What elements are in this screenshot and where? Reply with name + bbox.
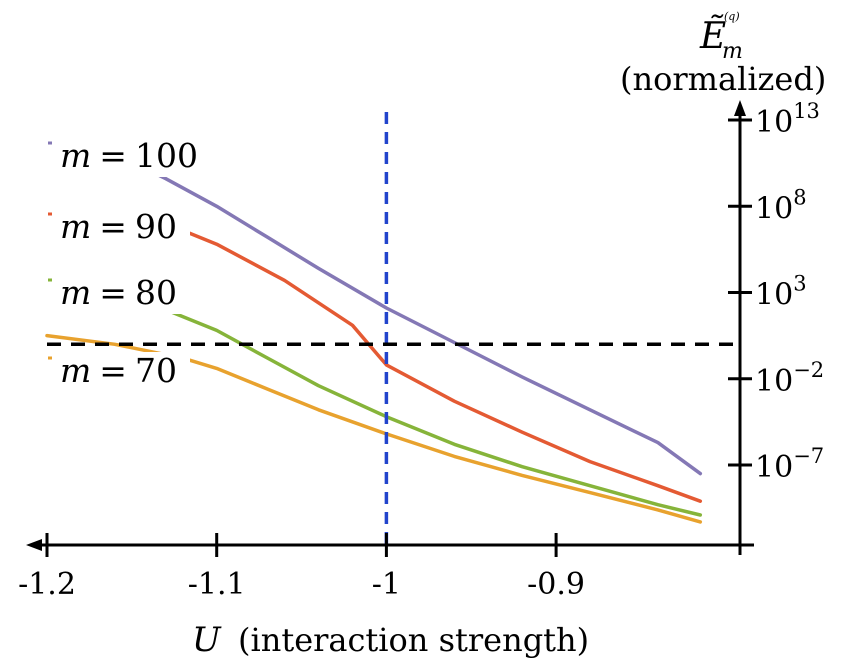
y-tick-label: 10−7: [755, 444, 824, 485]
series-label-bg: [50, 137, 190, 177]
y-tick-label: 108: [755, 185, 807, 226]
y-tick-label: 1013: [755, 99, 820, 140]
x-tick-label: -1: [372, 567, 401, 602]
y-label-sup: (q): [724, 10, 740, 23]
series-line-100: [121, 156, 703, 476]
x-ticks: -1.2 -1.1 -1 -0.9: [18, 533, 585, 602]
y-label-symbol: Ẽ: [699, 15, 726, 57]
series-line-80: [164, 308, 703, 517]
x-label-desc: (interaction strength): [238, 621, 589, 659]
y-axis: 1013 108 103 10−2 10−7: [728, 99, 824, 555]
x-tick-label: -0.9: [527, 567, 585, 602]
y-label-sub: m: [722, 39, 743, 64]
x-axis-arrow-icon: [26, 539, 42, 551]
series-label: m = 90: [60, 207, 177, 246]
series-label-bg: [50, 208, 190, 248]
x-axis: -1.2 -1.1 -1 -0.9: [18, 533, 754, 602]
y-tick-label: 10−2: [755, 358, 824, 399]
series-label: m = 70: [60, 351, 177, 390]
y-axis-arrow-icon: [734, 100, 746, 116]
reference-lines: [47, 112, 740, 545]
y-tick-label: 103: [755, 272, 807, 313]
y-label-note: (normalized): [620, 60, 826, 98]
y-axis-label: Ẽ m (q) (normalized): [620, 10, 826, 98]
y-ticks: 1013 108 103 10−2 10−7: [728, 99, 824, 485]
series-labels: m = 100 m = 90 m = 80 m = 70: [48, 136, 198, 392]
x-label-var: U: [192, 620, 222, 660]
x-tick-label: -1.1: [188, 567, 246, 602]
series-label-bg: [50, 352, 190, 392]
series-label: m = 80: [60, 273, 177, 312]
series-label-bg: [50, 274, 190, 314]
series-label: m = 100: [60, 136, 198, 175]
x-axis-label: U (interaction strength): [192, 620, 589, 660]
series-line-90: [147, 214, 703, 503]
x-tick-label: -1.2: [18, 567, 76, 602]
